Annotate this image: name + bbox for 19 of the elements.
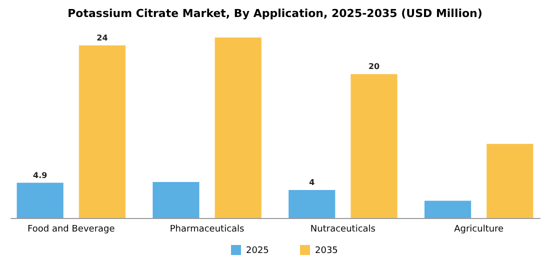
legend-label: 2025 xyxy=(246,246,269,256)
bar xyxy=(424,200,472,218)
bar xyxy=(152,182,200,218)
bar xyxy=(288,190,336,218)
data-label: 20 xyxy=(368,62,380,72)
data-label: 4 xyxy=(309,178,316,187)
x-tick-label: Food and Beverage xyxy=(28,224,116,234)
legend-label: 2035 xyxy=(315,246,338,256)
bar xyxy=(16,182,64,218)
data-label: 24 xyxy=(96,33,108,42)
data-label: 4.9 xyxy=(33,170,48,180)
chart-title: Potassium Citrate Market, By Application, 2025-2035 (USD Million) xyxy=(68,7,482,20)
x-tick-label: Pharmaceuticals xyxy=(170,224,245,234)
x-tick-label: Agriculture xyxy=(454,224,504,234)
bar xyxy=(350,74,398,218)
x-tick-label: Nutraceuticals xyxy=(310,224,376,234)
bar xyxy=(486,144,534,218)
bar xyxy=(78,45,126,218)
bar xyxy=(214,37,262,218)
